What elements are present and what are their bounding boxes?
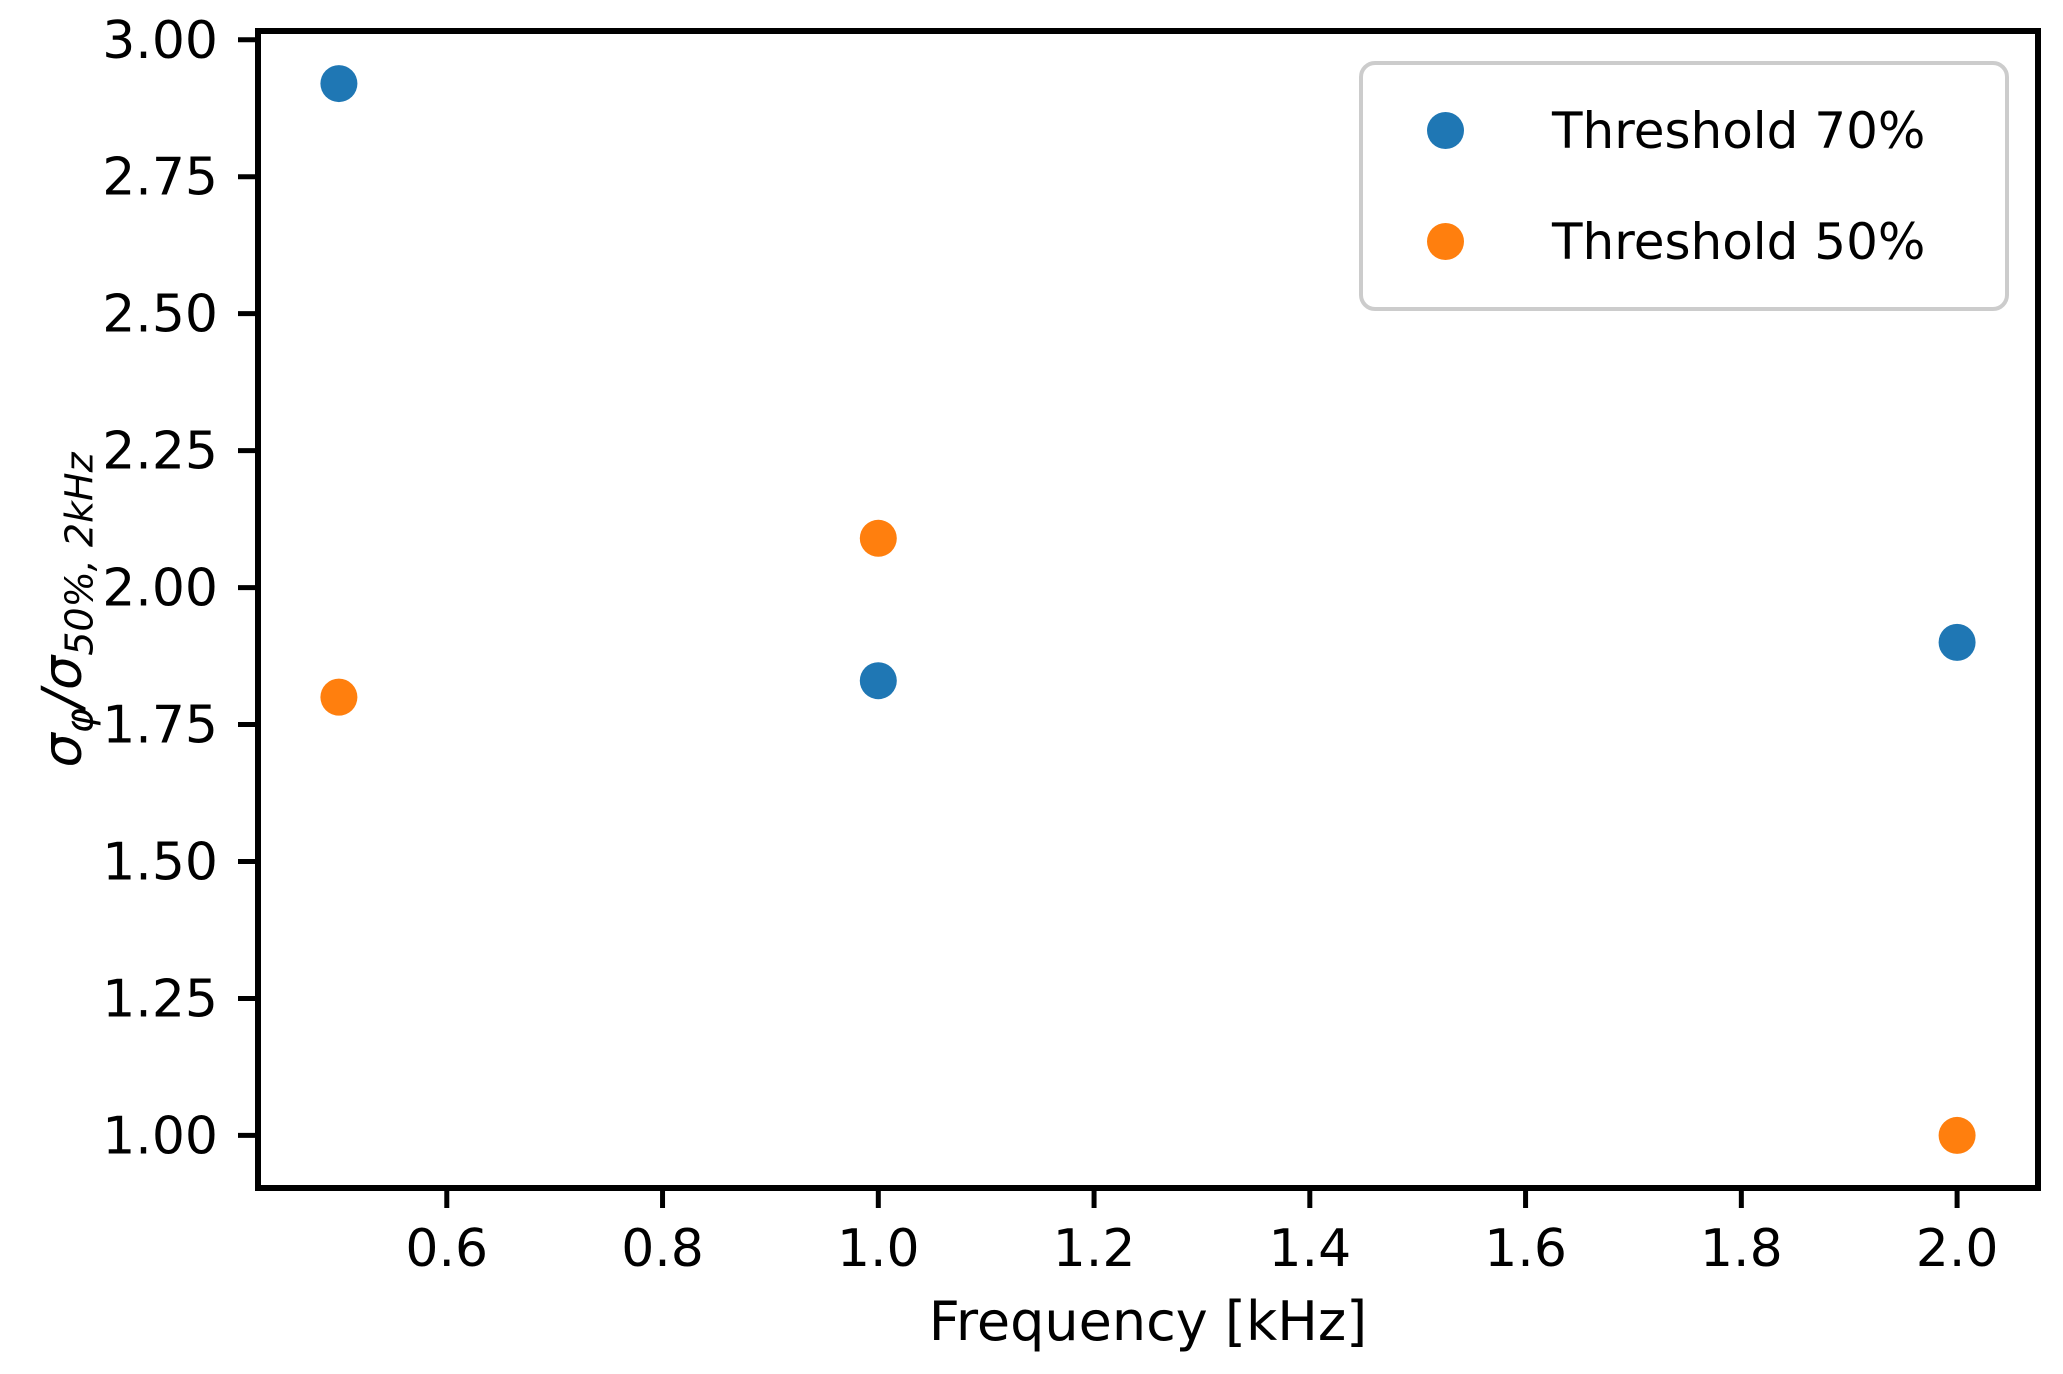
y-tick-label: 1.25 (102, 969, 218, 1029)
y-tick-label: 3.00 (102, 11, 218, 71)
y-label-divider: / (30, 690, 94, 709)
x-tick-label: 1.6 (1484, 1219, 1567, 1279)
y-tick-label: 2.00 (102, 559, 218, 619)
legend-entry-threshold-70: Threshold 70% (1363, 75, 2005, 186)
x-tick-label: 0.6 (405, 1219, 488, 1279)
x-tick-label: 0.8 (621, 1219, 704, 1279)
x-tick-label: 1.2 (1053, 1219, 1136, 1279)
x-tick-label: 1.4 (1268, 1219, 1351, 1279)
data-point-series-0 (1938, 623, 1976, 661)
x-axis-label: Frequency [kHz] (928, 1290, 1368, 1353)
y-tick-label: 1.75 (102, 696, 218, 756)
data-point-series-1 (320, 678, 358, 716)
legend-entry-threshold-50: Threshold 50% (1363, 186, 2005, 297)
data-point-series-0 (320, 65, 358, 103)
y-tick-label: 1.50 (102, 832, 218, 892)
y-tick-label: 2.75 (102, 148, 218, 208)
data-point-series-1 (1938, 1116, 1976, 1154)
x-tick-label: 2.0 (1916, 1219, 1999, 1279)
legend-marker-threshold-70-icon (1427, 112, 1464, 149)
legend-marker-threshold-50-icon (1427, 223, 1464, 260)
y-tick-label: 2.50 (102, 285, 218, 345)
x-tick-label: 1.8 (1700, 1219, 1783, 1279)
x-tick-label: 1.0 (837, 1219, 920, 1279)
data-point-series-0 (859, 662, 897, 700)
data-point-series-1 (859, 519, 897, 557)
axes-spines (255, 28, 2041, 1191)
y-label-sigma-phi: σφ (30, 708, 102, 768)
y-axis-label: σφ/σ50%, 2kHz (30, 452, 102, 768)
y-label-sigma-ref: σ50%, 2kHz (30, 452, 102, 691)
y-tick-label: 1.00 (102, 1106, 218, 1166)
legend-label-threshold-50: Threshold 50% (1552, 212, 1926, 271)
legend: Threshold 70% Threshold 50% (1359, 61, 2009, 311)
y-tick-label: 2.25 (102, 422, 218, 482)
legend-label-threshold-70: Threshold 70% (1552, 101, 1926, 160)
